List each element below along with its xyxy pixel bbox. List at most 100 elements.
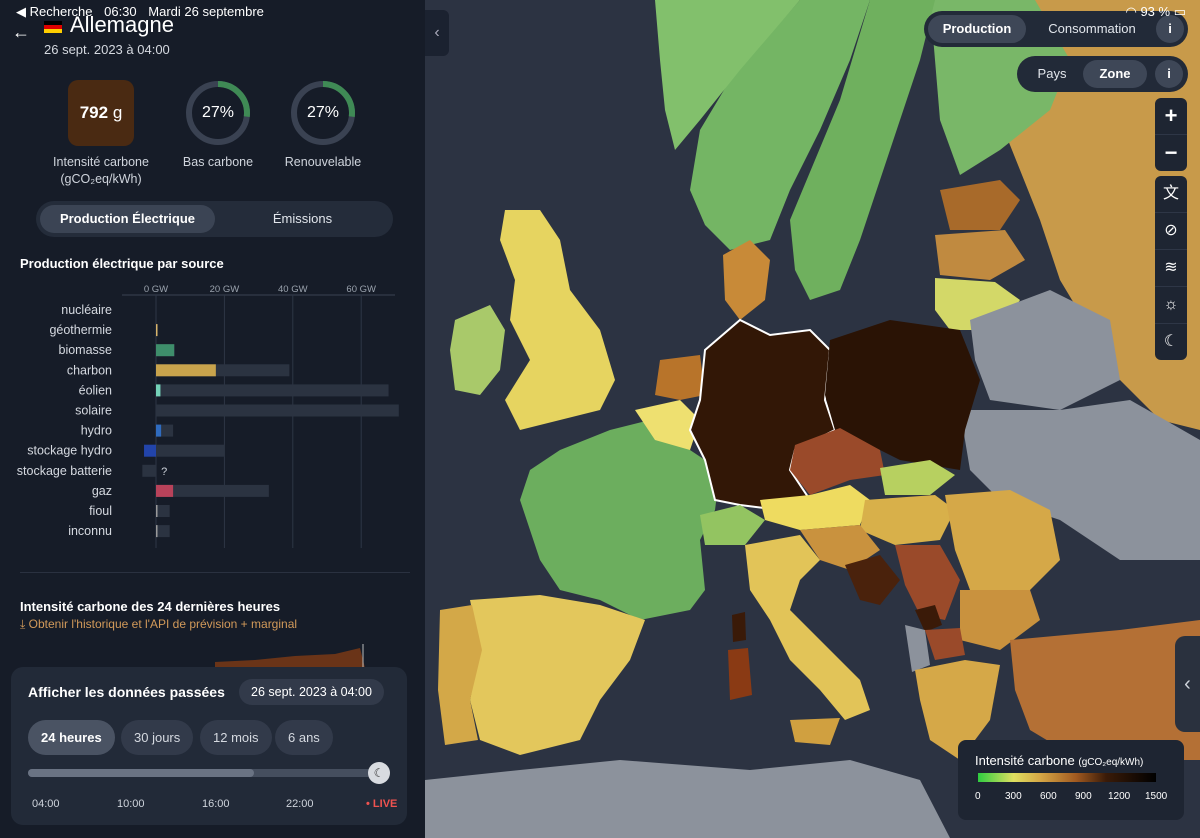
map-zone-bulgaria[interactable] [960, 590, 1040, 650]
map-zone-slovakia[interactable] [880, 460, 955, 495]
map-zone-north-macedonia[interactable] [925, 628, 965, 660]
capacity-bar [156, 404, 399, 417]
map-zone-czechia[interactable] [790, 428, 885, 495]
tab-production[interactable]: Production Électrique [40, 205, 215, 233]
production-bar [144, 444, 156, 457]
history-title: Intensité carbone des 24 dernières heure… [20, 599, 281, 614]
map-zone-slovenia-croatia[interactable] [800, 525, 880, 570]
x-tick-label: 40 GW [278, 284, 308, 295]
carbon-intensity-kpi[interactable]: 792 g Intensité carbone (gCO₂eq/kWh) [46, 80, 156, 188]
map-zone-turkey[interactable] [1010, 620, 1200, 760]
country-title: Allemagne [70, 12, 174, 37]
map-zone-poland[interactable] [825, 320, 980, 470]
zoom-out-button[interactable]: − [1164, 140, 1178, 165]
map-zone-estonia[interactable] [940, 180, 1020, 230]
category-label: stockage hydro [27, 444, 112, 458]
low-carbon-kpi[interactable]: 27% Bas carbone [163, 80, 273, 171]
map-zone-serbia[interactable] [895, 545, 960, 620]
category-label: gaz [92, 484, 112, 498]
legend-tick: 300 [1005, 791, 1022, 802]
range-24h-button[interactable]: 24 heures [28, 720, 115, 755]
range-12m-button[interactable]: 12 mois [200, 720, 272, 755]
translate-icon[interactable]: 文 [1162, 185, 1179, 202]
x-tick-label: 20 GW [210, 284, 240, 295]
map-zone-netherlands[interactable] [655, 355, 705, 400]
map-zone-montenegro[interactable] [915, 605, 942, 632]
eye-off-icon[interactable]: ⊘ [1164, 222, 1178, 239]
sun-icon[interactable]: ☼ [1163, 296, 1179, 313]
map-zone-ireland[interactable] [450, 305, 505, 395]
range-6y-button[interactable]: 6 ans [275, 720, 333, 755]
live-indicator[interactable]: • LIVE [366, 798, 398, 810]
wind-icon[interactable]: ≋ [1164, 259, 1178, 276]
timeline-knob-moon-icon[interactable]: ☾ [368, 762, 390, 784]
production-bar [156, 324, 158, 337]
map-zone-greece[interactable] [915, 660, 1000, 760]
category-label: éolien [79, 383, 112, 397]
moon-icon[interactable]: ☾ [1163, 333, 1179, 350]
back-to-app-link[interactable]: ◀ Recherche [16, 4, 93, 19]
history-api-link[interactable]: ⤓ Obtenir l'historique et l'API de prévi… [20, 617, 298, 631]
map-zone-north-africa [425, 760, 950, 838]
capacity-bar [156, 444, 225, 457]
aggregation-info-icon[interactable]: i [1155, 60, 1183, 88]
data-type-info-icon[interactable]: i [1156, 15, 1184, 43]
production-toggle[interactable]: Production [928, 15, 1026, 43]
zone-toggle[interactable]: Zone [1083, 60, 1147, 88]
map-zone-france[interactable] [520, 420, 720, 620]
map-zone-switzerland[interactable] [700, 505, 765, 545]
wifi-icon: ◠ [1125, 4, 1137, 19]
tab-emissions[interactable]: Émissions [272, 211, 333, 226]
zoom-in-button[interactable]: + [1164, 103, 1178, 128]
europe-map[interactable] [425, 0, 1200, 838]
map-zone-latvia[interactable] [935, 230, 1025, 280]
map-zone-corsica[interactable] [732, 612, 746, 642]
map-zone-romania[interactable] [945, 490, 1060, 590]
map-zone-sweden[interactable] [790, 0, 935, 300]
map-zone-spain[interactable] [470, 595, 645, 755]
x-tick-label: 60 GW [346, 284, 376, 295]
production-bar [156, 484, 174, 497]
production-bar [156, 525, 158, 538]
map-zone-sardinia[interactable] [728, 648, 752, 700]
map-zone-norway-north[interactable] [655, 0, 800, 150]
back-arrow-icon[interactable]: ← [12, 22, 30, 42]
timeline-slider[interactable] [28, 769, 378, 777]
battery-icon: ▭ [1173, 4, 1186, 19]
status-time: 06:30 [104, 4, 137, 19]
capacity-bar [156, 525, 170, 538]
production-bar [156, 505, 158, 517]
timeline-title: Afficher les données passées [28, 684, 225, 700]
map-zone-sicily[interactable] [790, 718, 840, 745]
category-label: fioul [89, 504, 112, 518]
country-toggle[interactable]: Pays [1037, 66, 1067, 81]
legend-tick: 900 [1075, 791, 1092, 802]
map-zone-norway[interactable] [690, 0, 870, 250]
category-label: stockage batterie [17, 464, 112, 478]
map-zone-belarus[interactable] [970, 290, 1120, 410]
map-zone-portugal[interactable] [438, 605, 482, 745]
map-zone-belgium[interactable] [635, 400, 700, 450]
production-bar [156, 424, 162, 437]
collapse-panel-button[interactable]: ‹ [425, 10, 449, 56]
range-30d-button[interactable]: 30 jours [121, 720, 194, 755]
status-date: Mardi 26 septembre [148, 4, 264, 19]
renewable-kpi[interactable]: 27% Renouvelable [268, 80, 378, 171]
status-bar: ◀ Recherche 06:30 Mardi 26 septembre ◠ 9… [0, 0, 1200, 22]
download-icon: ⤓ [20, 617, 26, 631]
renewable-ring: 27% [290, 80, 356, 146]
map-zone-albania[interactable] [905, 625, 930, 672]
map-zone-bosnia[interactable] [845, 555, 900, 605]
map-zone-austria[interactable] [760, 485, 870, 530]
map-zone-ukraine[interactable] [960, 400, 1200, 560]
map-toolbar: + − [1155, 98, 1187, 171]
timeline-date-button[interactable]: 26 sept. 2023 à 04:00 [239, 679, 384, 705]
expand-side-panel-button[interactable]: ‹ [1175, 636, 1200, 732]
map-zone-great-britain[interactable] [500, 210, 615, 430]
map-zone-denmark[interactable] [723, 240, 770, 320]
map-zone-italy[interactable] [745, 535, 870, 720]
category-label: géothermie [49, 323, 112, 337]
legend-title: Intensité carbone (gCO₂eq/kWh) [975, 753, 1144, 768]
map-zone-hungary[interactable] [860, 495, 955, 545]
consumption-toggle[interactable]: Consommation [1048, 21, 1136, 36]
